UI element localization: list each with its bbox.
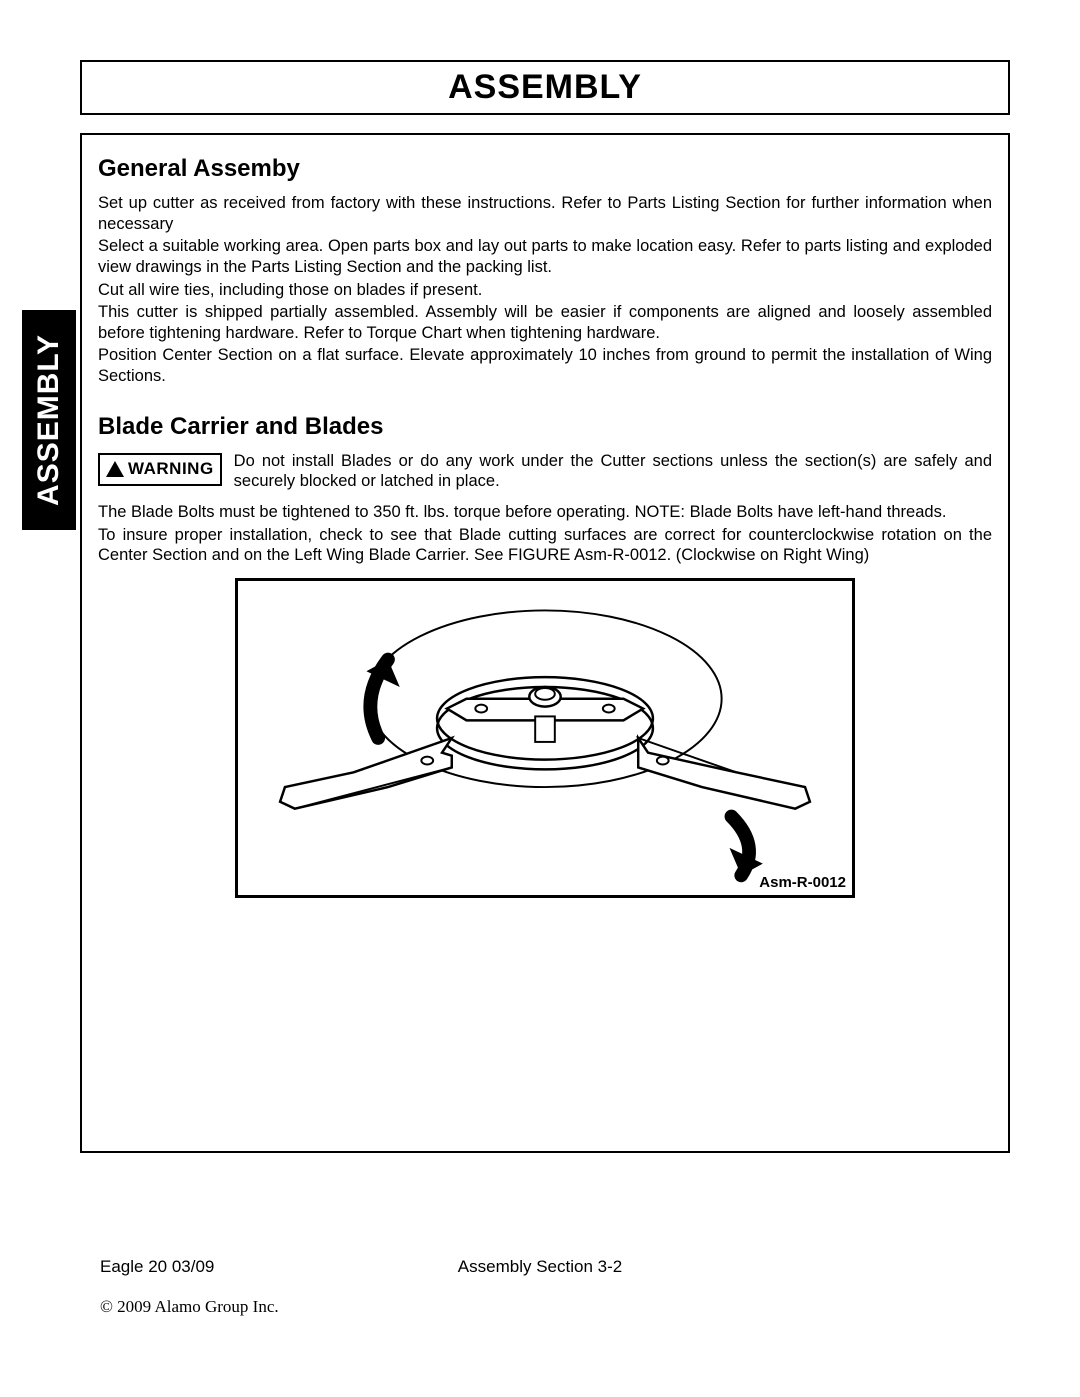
blade-p2: To insure proper installation, check to … [98,525,992,566]
figure-asm-r-0012: Asm-R-0012 [235,578,855,898]
blade-carrier-diagram [238,581,852,895]
general-p4: This cutter is shipped partially assembl… [98,302,992,343]
figure-label: Asm-R-0012 [759,874,846,891]
blade-p1: The Blade Bolts must be tightened to 350… [98,502,992,523]
warning-badge: WARNING [98,453,222,486]
heading-blade: Blade Carrier and Blades [98,413,992,441]
general-p2: Select a suitable working area. Open par… [98,236,992,277]
general-p5: Position Center Section on a flat surfac… [98,345,992,386]
side-tab-label: ASSEMBLY [32,334,66,506]
copyright: © 2009 Alamo Group Inc. [100,1297,279,1317]
general-p3: Cut all wire ties, including those on bl… [98,280,992,301]
warning-row: WARNING Do not install Blades or do any … [98,451,992,492]
warning-triangle-icon [106,461,124,477]
side-tab: ASSEMBLY [22,310,76,530]
heading-general: General Assemby [98,155,992,183]
content-frame: General Assemby Set up cutter as receive… [80,133,1010,1153]
footer-center: Assembly Section 3-2 [0,1257,1080,1277]
general-p1: Set up cutter as received from factory w… [98,193,992,234]
warning-text: Do not install Blades or do any work und… [234,451,992,492]
title-box: ASSEMBLY [80,60,1010,115]
warning-label: WARNING [128,459,214,479]
page-title: ASSEMBLY [82,68,1008,107]
page-frame: ASSEMBLY General Assemby Set up cutter a… [80,60,1010,1170]
